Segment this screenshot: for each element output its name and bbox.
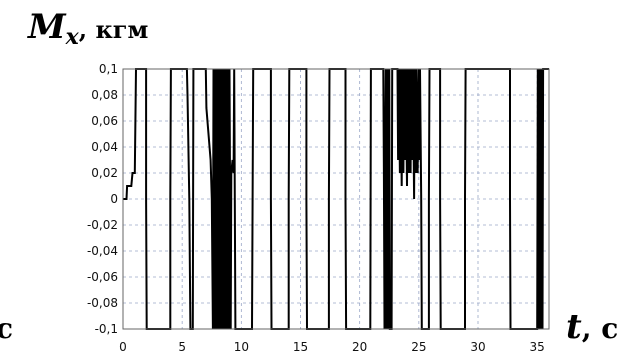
y-axis-symbol: M xyxy=(27,7,67,47)
x-axis-symbol: t xyxy=(566,307,582,347)
y-tick-label: -0,1 xyxy=(95,322,118,336)
x-axis-title: t, с xyxy=(566,307,618,347)
y-tick-label: 0,1 xyxy=(99,62,118,76)
y-tick-label: 0,02 xyxy=(91,166,118,180)
y-tick-label: 0,04 xyxy=(91,140,118,154)
x-axis-unit: , с xyxy=(582,312,619,345)
y-axis-title: Mx, кгм xyxy=(27,7,149,50)
y-tick-label: -0,08 xyxy=(87,296,118,310)
y-tick-label: 0,06 xyxy=(91,114,118,128)
x-tick-label: 0 xyxy=(119,340,127,354)
y-tick-label: -0,02 xyxy=(87,218,118,232)
y-tick-label: 0,08 xyxy=(91,88,118,102)
left-cropped-text: с xyxy=(0,312,13,345)
x-tick-label: 10 xyxy=(234,340,249,354)
x-tick-labels: 0 5 10 15 20 25 30 35 xyxy=(119,340,545,354)
y-tick-labels: 0,1 0,08 0,06 0,04 0,02 0 -0,02 -0,04 -0,06 -0,08… xyxy=(87,62,118,336)
plot-frame xyxy=(122,68,550,330)
x-tick-label: 25 xyxy=(411,340,426,354)
y-axis-subscript: x xyxy=(65,24,80,50)
y-tick-label: -0,04 xyxy=(87,244,118,258)
y-tick-label: -0,06 xyxy=(87,270,118,284)
y-axis-unit: , кгм xyxy=(79,15,149,44)
x-tick-label: 20 xyxy=(352,340,367,354)
x-tick-label: 35 xyxy=(530,340,545,354)
x-tick-label: 5 xyxy=(178,340,186,354)
y-tick-label: 0 xyxy=(110,192,118,206)
x-tick-label: 15 xyxy=(293,340,308,354)
x-tick-label: 30 xyxy=(470,340,485,354)
